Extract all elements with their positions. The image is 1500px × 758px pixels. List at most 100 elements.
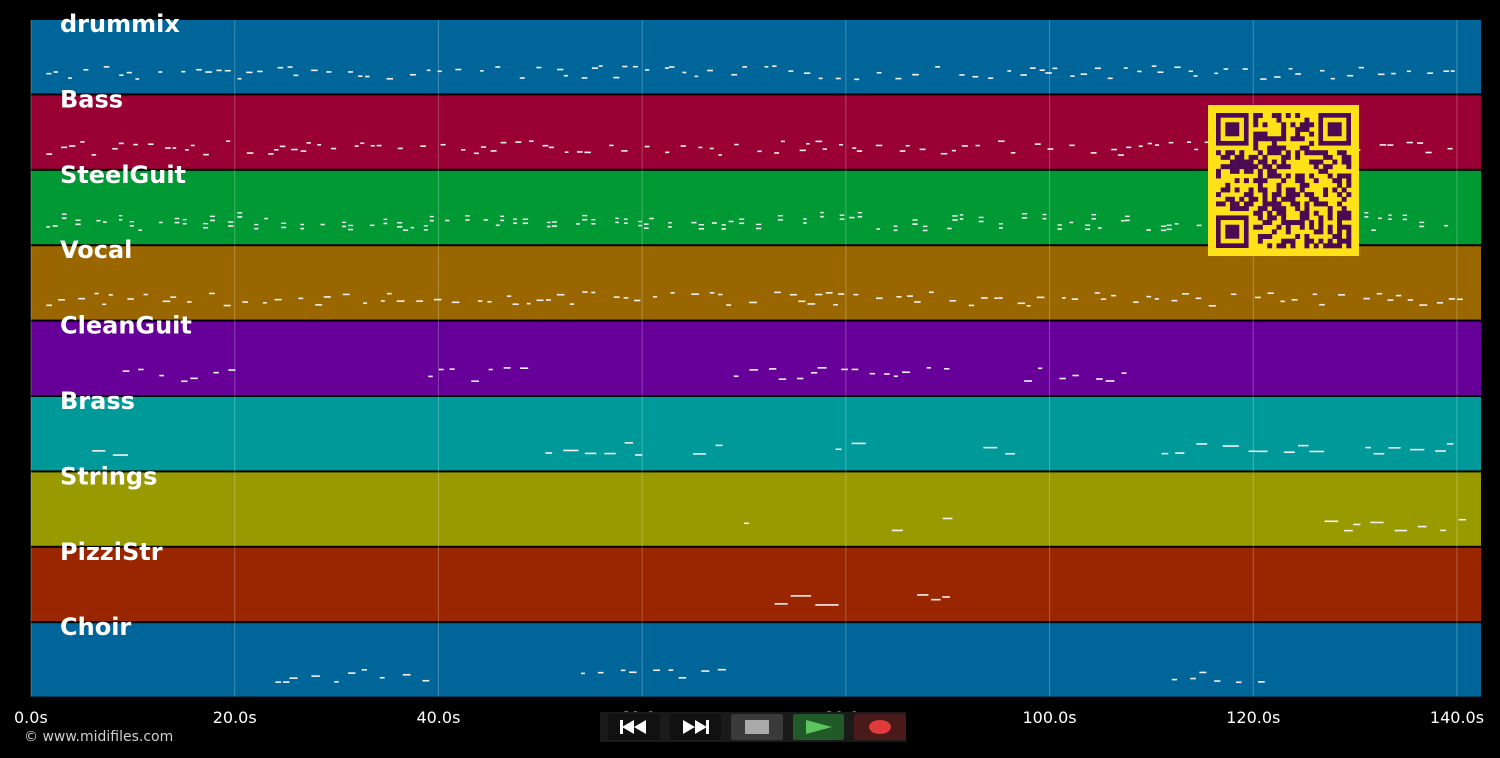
- note-mark: [522, 218, 529, 220]
- note-mark: [129, 221, 134, 223]
- qr-module: [1253, 154, 1259, 160]
- qr-module: [1281, 136, 1287, 142]
- qr-module: [1262, 122, 1268, 128]
- note-mark: [513, 222, 518, 225]
- qr-module: [1337, 192, 1342, 198]
- note-mark: [69, 145, 76, 147]
- note-mark: [289, 677, 298, 679]
- track-lane-vocal: [31, 246, 1481, 320]
- note-mark: [342, 221, 347, 224]
- qr-finder: [1225, 122, 1240, 137]
- rewind-button[interactable]: [608, 714, 660, 740]
- note-mark: [1175, 452, 1185, 454]
- note-mark: [917, 594, 929, 596]
- note-mark: [1010, 152, 1016, 154]
- note-mark: [428, 375, 433, 378]
- note-mark: [102, 303, 107, 306]
- note-mark: [1094, 292, 1100, 294]
- qr-module: [1295, 131, 1301, 137]
- qr-module: [1262, 131, 1268, 137]
- qr-module: [1299, 215, 1305, 221]
- qr-module: [1299, 178, 1305, 184]
- play-icon: [805, 720, 832, 734]
- note-mark: [1391, 72, 1396, 75]
- note-mark: [711, 222, 717, 224]
- note-mark: [386, 77, 394, 80]
- note-mark: [1444, 224, 1449, 227]
- stop-button[interactable]: [731, 714, 783, 740]
- note-mark: [1047, 148, 1054, 150]
- qr-module: [1295, 220, 1301, 226]
- qr-module: [1309, 220, 1315, 226]
- qr-module: [1323, 168, 1329, 174]
- note-mark: [591, 67, 599, 69]
- note-mark: [978, 220, 984, 223]
- fast-forward-button[interactable]: [669, 714, 722, 740]
- note-mark: [158, 71, 163, 73]
- note-mark: [323, 296, 331, 298]
- note-mark: [257, 70, 263, 73]
- qr-module: [1285, 192, 1291, 198]
- qr-module: [1271, 206, 1277, 212]
- note-mark: [118, 218, 123, 221]
- qr-module: [1295, 173, 1301, 179]
- qr-module: [1281, 154, 1287, 160]
- note-mark: [613, 76, 620, 79]
- qr-module: [1216, 150, 1221, 156]
- note-mark: [1295, 73, 1302, 75]
- note-mark: [224, 69, 231, 72]
- note-mark: [620, 669, 626, 672]
- note-mark: [1443, 70, 1449, 72]
- note-mark: [122, 370, 130, 372]
- note-mark: [1094, 67, 1101, 70]
- note-mark: [733, 375, 739, 378]
- note-mark: [300, 223, 305, 226]
- note-mark: [597, 671, 604, 674]
- qr-module: [1253, 196, 1259, 202]
- play-button[interactable]: [792, 714, 845, 740]
- note-mark: [1037, 367, 1043, 370]
- note-mark: [902, 371, 911, 374]
- note-mark: [835, 77, 841, 80]
- note-mark: [884, 373, 890, 375]
- note-mark: [1344, 529, 1353, 532]
- note-mark: [1137, 70, 1142, 73]
- note-mark: [61, 146, 68, 149]
- qr-finder: [1327, 122, 1342, 137]
- qr-module: [1346, 159, 1352, 165]
- note-mark: [1117, 154, 1124, 156]
- qr-finder: [1225, 224, 1240, 239]
- note-mark: [1036, 296, 1045, 299]
- note-mark: [471, 380, 479, 383]
- qr-module: [1267, 168, 1273, 174]
- note-mark: [1069, 221, 1074, 224]
- note-mark: [1457, 298, 1463, 301]
- note-mark: [1370, 521, 1384, 524]
- qr-module: [1276, 243, 1282, 249]
- qr-module: [1262, 164, 1268, 170]
- note-mark: [1436, 302, 1444, 304]
- qr-module: [1220, 187, 1226, 193]
- record-button[interactable]: [854, 714, 906, 740]
- qr-module: [1309, 122, 1315, 128]
- note-mark: [75, 223, 81, 226]
- note-mark: [738, 218, 745, 220]
- qr-module: [1253, 131, 1259, 137]
- qr-module: [1248, 159, 1254, 165]
- qr-module: [1225, 154, 1231, 160]
- note-mark: [851, 442, 866, 445]
- note-mark: [1353, 523, 1361, 526]
- note-mark: [68, 77, 72, 79]
- qr-module: [1248, 187, 1254, 193]
- note-mark: [841, 368, 848, 371]
- note-mark: [358, 75, 363, 78]
- qr-module: [1285, 173, 1291, 179]
- qr-module: [1318, 224, 1324, 230]
- qr-module: [1285, 196, 1291, 202]
- note-mark: [1168, 141, 1174, 144]
- note-mark: [959, 218, 964, 220]
- track-lane-pizzistr: [31, 547, 1481, 622]
- note-mark: [300, 150, 307, 152]
- note-mark: [931, 598, 941, 601]
- qr-module: [1304, 192, 1310, 198]
